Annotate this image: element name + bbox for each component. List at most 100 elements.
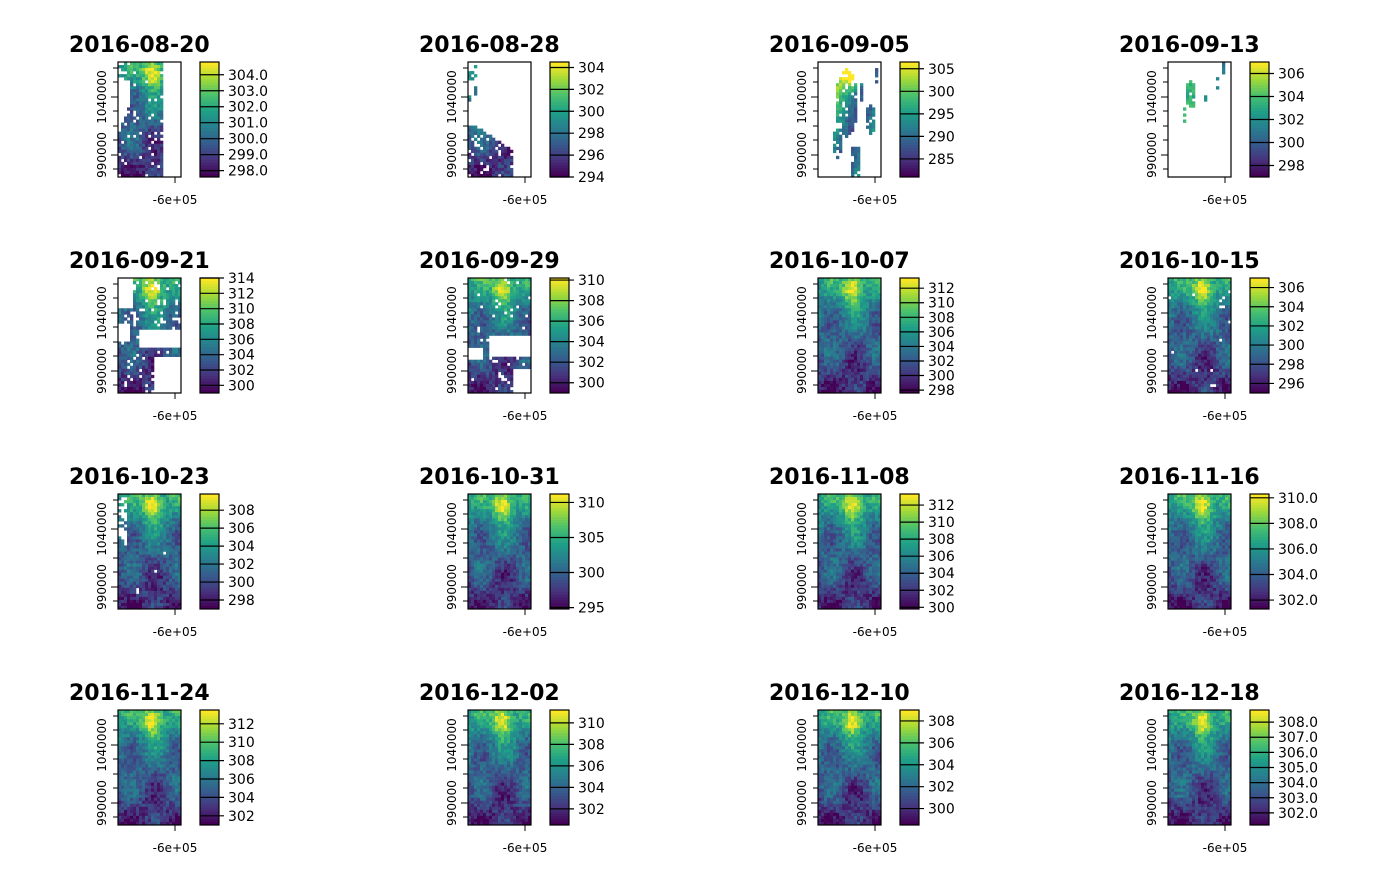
colorbar-swatch — [550, 71, 569, 74]
raster-cell — [169, 542, 172, 545]
raster-cell — [498, 287, 501, 290]
raster-cell — [121, 68, 124, 71]
raster-cell — [492, 165, 495, 168]
raster-cell — [501, 381, 504, 384]
raster-cell — [172, 579, 175, 582]
raster-cell — [142, 351, 145, 354]
raster-cell — [1213, 290, 1216, 293]
raster-cell — [854, 120, 857, 123]
raster-cell — [1174, 293, 1177, 296]
colorbar-swatch — [1250, 336, 1269, 339]
raster-cell — [175, 530, 178, 533]
raster-cell — [148, 80, 151, 83]
raster-cell — [857, 323, 860, 326]
raster-cell — [166, 555, 169, 558]
raster-cell — [154, 162, 157, 165]
raster-cell — [127, 71, 130, 74]
raster-cell — [142, 144, 145, 147]
raster-cell — [121, 603, 124, 606]
raster-cell — [471, 162, 474, 165]
raster-cell — [830, 329, 833, 332]
raster-cell — [866, 296, 869, 299]
raster-cell — [1210, 357, 1213, 360]
raster-cell — [507, 314, 510, 317]
raster-cell — [863, 384, 866, 387]
colorbar-swatch — [550, 330, 569, 333]
raster-cell — [139, 65, 142, 68]
raster-cell — [854, 86, 857, 89]
raster-cell — [480, 342, 483, 345]
raster-cell — [142, 314, 145, 317]
colorbar-swatch — [550, 281, 569, 284]
raster-cell — [498, 296, 501, 299]
raster-cell — [477, 171, 480, 174]
raster-cell — [1186, 302, 1189, 305]
raster-cell — [1225, 372, 1228, 375]
raster-cell — [1183, 290, 1186, 293]
raster-cell — [1222, 65, 1225, 68]
raster-cell — [145, 132, 148, 135]
raster-cell — [148, 314, 151, 317]
raster-cell — [154, 579, 157, 582]
raster-cell — [133, 299, 136, 302]
raster-cell — [1180, 381, 1183, 384]
raster-cell — [504, 375, 507, 378]
raster-cell — [848, 89, 851, 92]
raster-cell — [869, 351, 872, 354]
raster-cell — [866, 342, 869, 345]
raster-cell — [857, 311, 860, 314]
raster-cell — [172, 287, 175, 290]
raster-cell — [145, 515, 148, 518]
raster-cell — [142, 83, 145, 86]
raster-cell — [492, 308, 495, 311]
raster-cell — [863, 351, 866, 354]
colorbar-swatch — [200, 114, 219, 117]
raster-cell — [142, 564, 145, 567]
raster-cell — [136, 332, 139, 335]
raster-cell — [1207, 290, 1210, 293]
raster-cell — [498, 363, 501, 366]
raster-cell — [1222, 369, 1225, 372]
raster-cell — [519, 293, 522, 296]
raster-cell — [127, 123, 130, 126]
raster-cell — [848, 86, 851, 89]
raster-cell — [139, 83, 142, 86]
raster-cell — [1174, 369, 1177, 372]
raster-cell — [1207, 323, 1210, 326]
colorbar-swatch — [1250, 160, 1269, 163]
raster-cell — [130, 71, 133, 74]
raster-cell — [139, 153, 142, 156]
raster-cell — [869, 384, 872, 387]
raster-cell — [471, 287, 474, 290]
raster-cell — [154, 564, 157, 567]
raster-cell — [1204, 317, 1207, 320]
raster-cell — [136, 384, 139, 387]
raster-cell — [842, 342, 845, 345]
raster-cell — [139, 116, 142, 119]
colorbar-swatch — [200, 301, 219, 304]
raster-cell — [127, 144, 130, 147]
raster-cell — [1192, 92, 1195, 95]
raster-cell — [492, 141, 495, 144]
raster-cell — [145, 363, 148, 366]
raster-cell — [157, 138, 160, 141]
raster-cell — [824, 323, 827, 326]
raster-cell — [139, 129, 142, 132]
raster-cell — [127, 363, 130, 366]
raster-cell — [124, 165, 127, 168]
raster-cell — [121, 354, 124, 357]
raster-cell — [830, 354, 833, 357]
raster-cell — [127, 600, 130, 603]
colorbar-tick-label: 304.0 — [228, 68, 268, 84]
raster-cell — [1195, 345, 1198, 348]
raster-cell — [827, 314, 830, 317]
raster-cell — [824, 284, 827, 287]
raster-cell — [160, 65, 163, 68]
raster-cell — [1198, 369, 1201, 372]
raster-cell — [139, 165, 142, 168]
raster-cell — [175, 314, 178, 317]
raster-cell — [510, 299, 513, 302]
raster-cell — [845, 126, 848, 129]
raster — [118, 494, 181, 609]
raster-cell — [145, 156, 148, 159]
